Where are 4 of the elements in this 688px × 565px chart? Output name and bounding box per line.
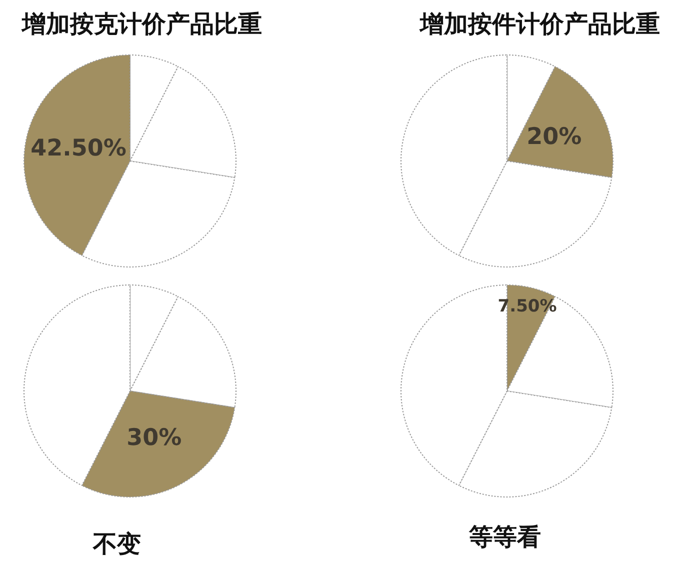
title: 不变 bbox=[93, 530, 141, 558]
title: 增加按克计价产品比重 bbox=[22, 10, 262, 38]
title: 等等看 bbox=[469, 523, 541, 551]
title: 增加按件计价产品比重 bbox=[420, 10, 660, 38]
